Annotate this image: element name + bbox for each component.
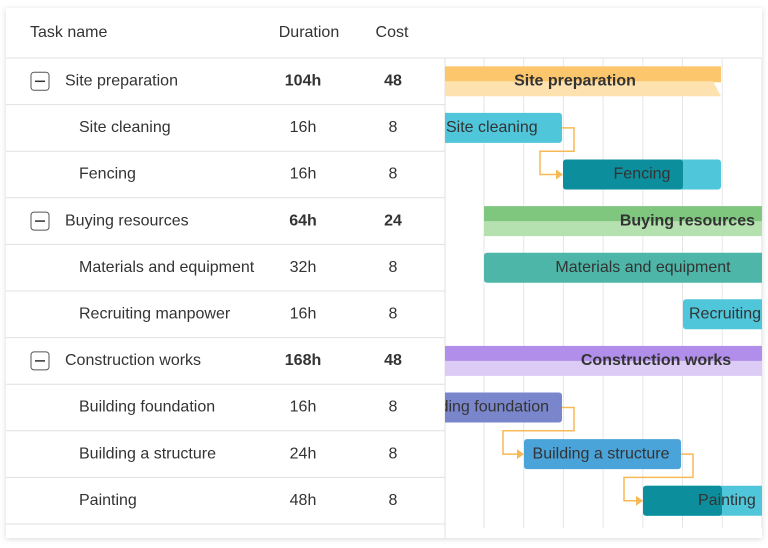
duration: 64h xyxy=(289,212,317,229)
summary-bar-label: Buying resources xyxy=(620,212,755,229)
task-bar-progress xyxy=(563,159,683,190)
task-bar[interactable] xyxy=(436,392,562,423)
task-name: Materials and equipment xyxy=(79,259,255,276)
duration: 104h xyxy=(285,73,321,90)
summary-bar-progress xyxy=(445,360,762,376)
column-header: Task name xyxy=(30,24,107,41)
dependency-arrow xyxy=(636,495,643,506)
summary-bar-label: Site preparation xyxy=(514,73,636,90)
cost: 8 xyxy=(389,166,398,183)
summary-bar-progress xyxy=(445,81,721,97)
duration: 24h xyxy=(290,445,317,462)
duration: 16h xyxy=(290,119,317,136)
group-name: Construction works xyxy=(65,352,201,369)
summary-bar[interactable] xyxy=(484,206,768,223)
dependency-link xyxy=(502,406,575,455)
cost: 8 xyxy=(389,492,398,509)
task-bar-label: Site cleaning xyxy=(446,119,538,136)
cost: 8 xyxy=(389,259,398,276)
cost: 48 xyxy=(384,352,402,369)
duration: 168h xyxy=(285,352,321,369)
task-bar-label: Building a structure xyxy=(533,445,670,462)
group-name: Buying resources xyxy=(65,212,189,229)
task-name: Building foundation xyxy=(79,399,215,416)
dependency-link xyxy=(623,453,694,502)
task-bar[interactable] xyxy=(436,112,562,143)
duration: 16h xyxy=(290,166,317,183)
task-bar[interactable] xyxy=(683,299,768,330)
column-header: Duration xyxy=(279,24,339,41)
cost: 8 xyxy=(389,306,398,323)
cost: 48 xyxy=(384,73,402,90)
duration: 16h xyxy=(290,399,317,416)
task-bar-label: Painting xyxy=(698,492,756,509)
task-name: Painting xyxy=(79,492,137,509)
column-header: Cost xyxy=(376,24,409,41)
duration: 32h xyxy=(290,259,317,276)
task-bar-label: Materials and equipment xyxy=(555,259,731,276)
cost: 24 xyxy=(384,212,402,229)
dependency-link xyxy=(539,127,575,176)
task-name: Fencing xyxy=(79,166,136,183)
group-name: Site preparation xyxy=(65,73,178,90)
task-bar-label: Fencing xyxy=(614,166,671,183)
task-bar-progress xyxy=(643,485,722,516)
dependency-arrow xyxy=(556,169,563,180)
summary-bar-progress xyxy=(484,221,762,237)
duration: 16h xyxy=(290,306,317,323)
task-bar-label: Building foundation xyxy=(413,399,549,416)
task-name: Recruiting manpower xyxy=(79,306,231,323)
task-name: Building a structure xyxy=(79,445,216,462)
task-bar[interactable] xyxy=(484,252,768,283)
task-bar[interactable] xyxy=(524,439,681,470)
cost: 8 xyxy=(389,399,398,416)
cost: 8 xyxy=(389,119,398,136)
summary-bar[interactable] xyxy=(436,345,768,362)
duration: 48h xyxy=(290,492,317,509)
cost: 8 xyxy=(389,445,398,462)
task-name: Site cleaning xyxy=(79,119,171,136)
timeline: Site preparation Site cleaning Fencing Buyi… xyxy=(413,58,768,528)
dependency-arrow xyxy=(517,449,524,460)
summary-bar[interactable] xyxy=(436,66,721,83)
task-bar-label: Recruiting manpower xyxy=(689,306,768,323)
summary-bar-label: Construction works xyxy=(581,352,731,369)
